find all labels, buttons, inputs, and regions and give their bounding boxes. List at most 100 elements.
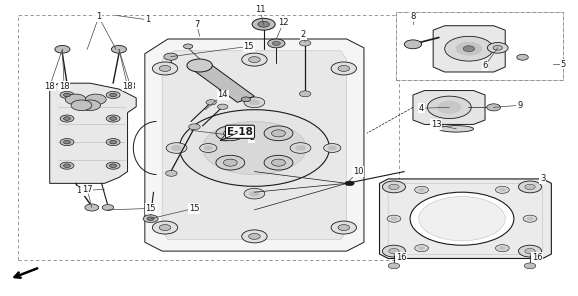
Circle shape [387, 215, 401, 222]
Circle shape [249, 191, 260, 196]
Text: 16: 16 [396, 252, 407, 261]
Text: 17: 17 [82, 185, 92, 194]
Circle shape [525, 248, 535, 254]
Text: 8: 8 [410, 12, 416, 21]
Circle shape [242, 53, 267, 66]
Text: E-18: E-18 [227, 127, 253, 137]
Circle shape [223, 130, 237, 137]
Circle shape [290, 143, 311, 153]
Circle shape [249, 100, 260, 105]
Text: 2: 2 [249, 133, 254, 142]
Circle shape [493, 46, 502, 50]
Polygon shape [162, 51, 347, 239]
Text: 18: 18 [125, 82, 136, 91]
Circle shape [147, 217, 154, 221]
Circle shape [106, 115, 120, 122]
Circle shape [112, 46, 127, 53]
Text: 17: 17 [76, 186, 87, 195]
Circle shape [60, 139, 74, 146]
Text: 6: 6 [483, 61, 488, 70]
Text: 15: 15 [145, 204, 156, 213]
Circle shape [106, 162, 120, 169]
Circle shape [527, 217, 533, 220]
Circle shape [499, 188, 505, 191]
Text: 12: 12 [278, 18, 288, 27]
Circle shape [338, 65, 350, 71]
Circle shape [272, 41, 280, 46]
Circle shape [264, 126, 293, 141]
Text: 7: 7 [194, 20, 199, 29]
Text: 11: 11 [255, 5, 265, 14]
Circle shape [418, 197, 505, 241]
Circle shape [160, 65, 171, 71]
Circle shape [299, 91, 311, 97]
Circle shape [242, 230, 267, 243]
Polygon shape [145, 39, 364, 251]
Circle shape [223, 159, 237, 166]
Text: 1: 1 [96, 12, 101, 21]
Circle shape [153, 221, 177, 234]
Bar [18, 15, 399, 260]
Circle shape [244, 188, 265, 199]
Circle shape [64, 93, 71, 97]
Circle shape [60, 91, 74, 99]
Circle shape [487, 43, 508, 53]
Text: 14: 14 [217, 91, 228, 99]
Text: 3: 3 [540, 174, 546, 184]
Polygon shape [413, 91, 485, 124]
Text: 16: 16 [532, 252, 542, 261]
Circle shape [249, 234, 260, 239]
Text: Partschubi: Partschubi [164, 118, 322, 225]
Circle shape [166, 143, 187, 153]
Polygon shape [433, 26, 505, 72]
Circle shape [206, 100, 216, 105]
Circle shape [523, 215, 537, 222]
Circle shape [202, 121, 306, 175]
Circle shape [65, 94, 86, 105]
Circle shape [143, 215, 158, 223]
Circle shape [110, 93, 117, 97]
Circle shape [487, 104, 501, 111]
Circle shape [171, 145, 181, 151]
Circle shape [405, 40, 421, 49]
Circle shape [427, 96, 471, 118]
Text: 13: 13 [431, 120, 442, 129]
Circle shape [456, 42, 481, 55]
Text: 18: 18 [59, 82, 69, 91]
Circle shape [438, 102, 461, 113]
Circle shape [295, 145, 306, 151]
Circle shape [299, 40, 311, 46]
Circle shape [389, 248, 399, 254]
Circle shape [463, 46, 475, 52]
Circle shape [86, 94, 106, 105]
Circle shape [110, 117, 117, 120]
Text: 18: 18 [122, 82, 133, 91]
Circle shape [389, 184, 399, 189]
Circle shape [331, 62, 357, 75]
Circle shape [252, 18, 275, 30]
Text: 15: 15 [243, 42, 254, 51]
Circle shape [204, 146, 213, 150]
Circle shape [324, 144, 341, 152]
Circle shape [345, 181, 354, 186]
Bar [396, 12, 563, 80]
Text: 5: 5 [560, 59, 565, 69]
Circle shape [518, 245, 542, 257]
Circle shape [414, 186, 428, 193]
Polygon shape [396, 12, 563, 80]
Circle shape [249, 57, 260, 62]
Circle shape [106, 139, 120, 146]
Text: 1: 1 [96, 12, 101, 21]
Polygon shape [191, 62, 254, 102]
Circle shape [418, 247, 424, 250]
Circle shape [444, 36, 493, 61]
Circle shape [64, 140, 71, 144]
Circle shape [383, 245, 406, 257]
Circle shape [525, 184, 535, 189]
Circle shape [518, 181, 542, 193]
Circle shape [199, 144, 217, 152]
Circle shape [80, 100, 101, 111]
Circle shape [179, 110, 329, 186]
Ellipse shape [439, 126, 473, 132]
Circle shape [183, 44, 192, 49]
